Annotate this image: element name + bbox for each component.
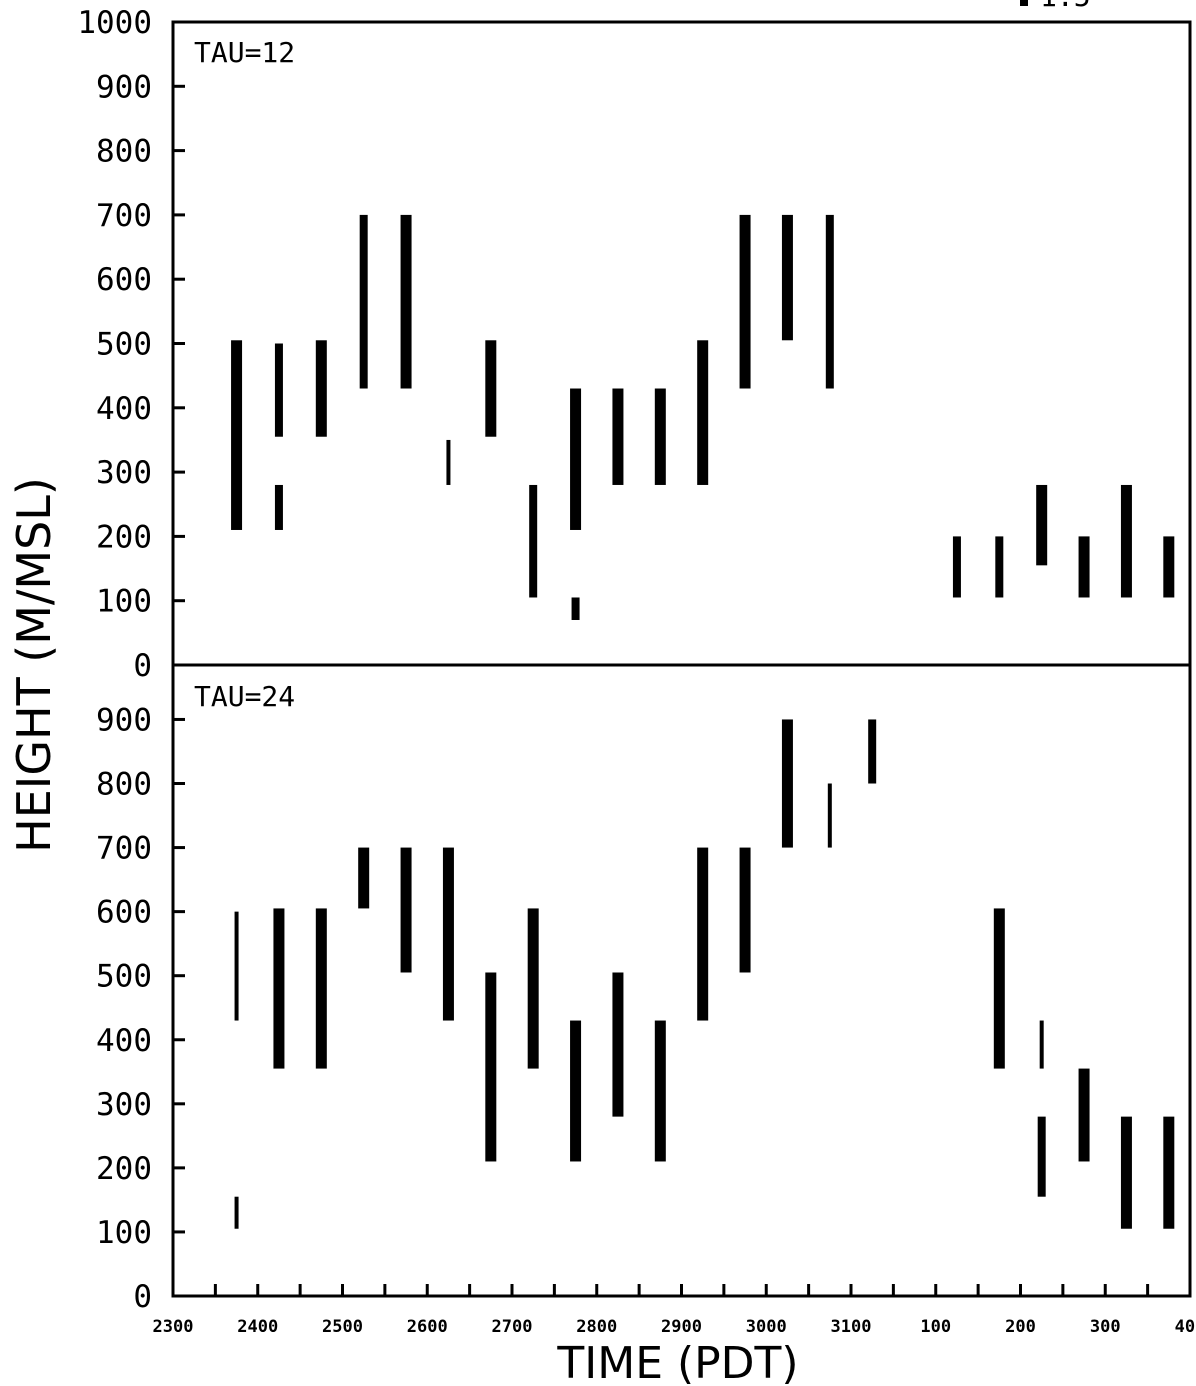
y-tick-label: 200 bbox=[96, 519, 152, 555]
range-bar bbox=[1163, 1116, 1175, 1229]
range-bar bbox=[400, 847, 412, 973]
y-tick-label: 100 bbox=[96, 584, 152, 620]
range-bar bbox=[315, 340, 327, 437]
x-tick-label: 200 bbox=[1005, 1317, 1036, 1337]
x-axis: 2300 2400 2500 2600 2700 2800 2900 3000 3100 100 2… bbox=[153, 1284, 1196, 1337]
range-bar bbox=[612, 972, 624, 1117]
y-tick-label: 800 bbox=[96, 134, 152, 170]
legend-fragment: 1.5 bbox=[1040, 0, 1091, 13]
range-bar bbox=[1036, 484, 1048, 566]
x-tick-label: 3000 bbox=[746, 1317, 787, 1337]
range-bar bbox=[995, 536, 1004, 598]
range-bar bbox=[234, 1196, 239, 1229]
range-bar bbox=[781, 214, 793, 341]
range-bar bbox=[1039, 1020, 1044, 1069]
range-bar bbox=[527, 908, 539, 1069]
range-bar bbox=[400, 214, 412, 389]
x-axis-title: TIME (PDT) bbox=[556, 1338, 798, 1386]
range-bar bbox=[1078, 1068, 1090, 1162]
y-tick-label: 700 bbox=[96, 831, 152, 867]
range-bar bbox=[654, 388, 666, 485]
y-tick-label: 500 bbox=[96, 959, 152, 995]
panel-bottom: 900 800 700 600 500 400 300 200 100 0 bbox=[96, 663, 1192, 1315]
range-bar bbox=[697, 340, 709, 485]
x-tick-label: 2800 bbox=[576, 1317, 617, 1337]
range-bar bbox=[359, 214, 368, 389]
range-bar bbox=[274, 343, 283, 437]
x-tick-label: 2400 bbox=[237, 1317, 278, 1337]
range-bar bbox=[231, 340, 243, 530]
y-tick-label: 600 bbox=[96, 895, 152, 931]
range-bar bbox=[781, 719, 793, 848]
legend: 1.5 bbox=[1020, 0, 1091, 13]
x-tick-label: 400 bbox=[1175, 1317, 1196, 1337]
y-axis-title: HEIGHT (M/MSL) bbox=[7, 477, 61, 853]
range-bar bbox=[1163, 536, 1175, 598]
range-bar bbox=[485, 340, 497, 437]
y-tick-label: 100 bbox=[96, 1215, 152, 1251]
range-bar bbox=[315, 908, 327, 1069]
panel-bottom-label: TAU=24 bbox=[194, 680, 295, 713]
range-bar bbox=[446, 439, 451, 485]
range-bar bbox=[358, 847, 370, 909]
range-bar bbox=[571, 597, 580, 620]
x-tick-label: 100 bbox=[920, 1317, 951, 1337]
x-tick-label: 2900 bbox=[661, 1317, 702, 1337]
y-tick-label: 400 bbox=[96, 1023, 152, 1059]
y-tick-label: 200 bbox=[96, 1151, 152, 1187]
y-tick-label: 900 bbox=[96, 702, 152, 738]
range-bar bbox=[654, 1020, 666, 1162]
range-bar bbox=[485, 972, 497, 1162]
y-tick-label: 1000 bbox=[77, 5, 152, 41]
y-tick-label: 900 bbox=[96, 69, 152, 105]
range-bar bbox=[697, 847, 709, 1021]
y-tick-label: 400 bbox=[96, 391, 152, 427]
y-tick-label: 300 bbox=[96, 455, 152, 491]
range-bar bbox=[442, 847, 454, 1021]
range-bar bbox=[952, 536, 961, 598]
range-bar bbox=[868, 719, 877, 784]
y-tick-label: 300 bbox=[96, 1087, 152, 1123]
legend-swatch bbox=[1020, 0, 1028, 6]
range-bar bbox=[1037, 1116, 1046, 1197]
range-bar bbox=[1120, 1116, 1132, 1229]
x-tick-label: 2600 bbox=[407, 1317, 448, 1337]
range-bar bbox=[993, 908, 1005, 1069]
range-bar bbox=[234, 911, 239, 1021]
y-tick-label: 0 bbox=[133, 1279, 152, 1315]
range-bar bbox=[273, 908, 285, 1069]
range-bar bbox=[739, 847, 751, 973]
y-tick-label: 800 bbox=[96, 767, 152, 803]
y-tick-label: 700 bbox=[96, 198, 152, 234]
range-bar bbox=[825, 214, 834, 389]
range-bar bbox=[1120, 484, 1132, 598]
x-tick-label: 2300 bbox=[153, 1317, 194, 1337]
range-bar bbox=[612, 388, 624, 485]
y-tick-label: 500 bbox=[96, 327, 152, 363]
x-tick-label: 2700 bbox=[492, 1317, 533, 1337]
range-bar bbox=[827, 783, 832, 848]
range-bar bbox=[739, 214, 751, 389]
x-tick-label: 3100 bbox=[831, 1317, 872, 1337]
range-bar bbox=[529, 484, 538, 598]
range-bar bbox=[1078, 536, 1090, 598]
x-tick-label: 300 bbox=[1090, 1317, 1121, 1337]
range-bar bbox=[570, 1020, 582, 1162]
y-tick-label: 600 bbox=[96, 262, 152, 298]
x-tick-label: 2500 bbox=[322, 1317, 363, 1337]
y-tick-label: 0 bbox=[133, 648, 152, 684]
panel-top-label: TAU=12 bbox=[194, 36, 295, 69]
range-bar bbox=[274, 484, 283, 530]
range-bar bbox=[570, 388, 582, 530]
